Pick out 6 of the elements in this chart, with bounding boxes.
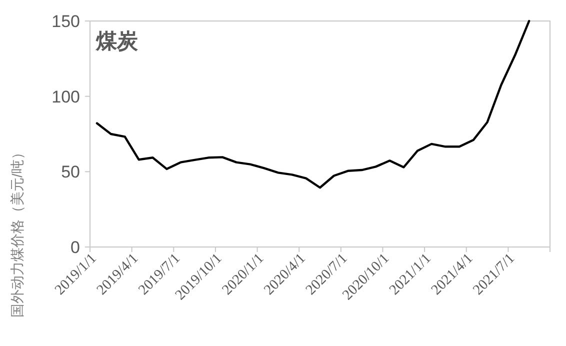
chart-title: 煤炭 bbox=[95, 28, 139, 53]
y-tick-label: 100 bbox=[52, 87, 80, 106]
y-tick-label: 0 bbox=[70, 238, 80, 257]
y-axis-title: 国外动力煤价格（美元/吨） bbox=[9, 146, 25, 318]
y-tick-label: 50 bbox=[61, 162, 80, 182]
y-tick-label: 150 bbox=[52, 12, 80, 31]
